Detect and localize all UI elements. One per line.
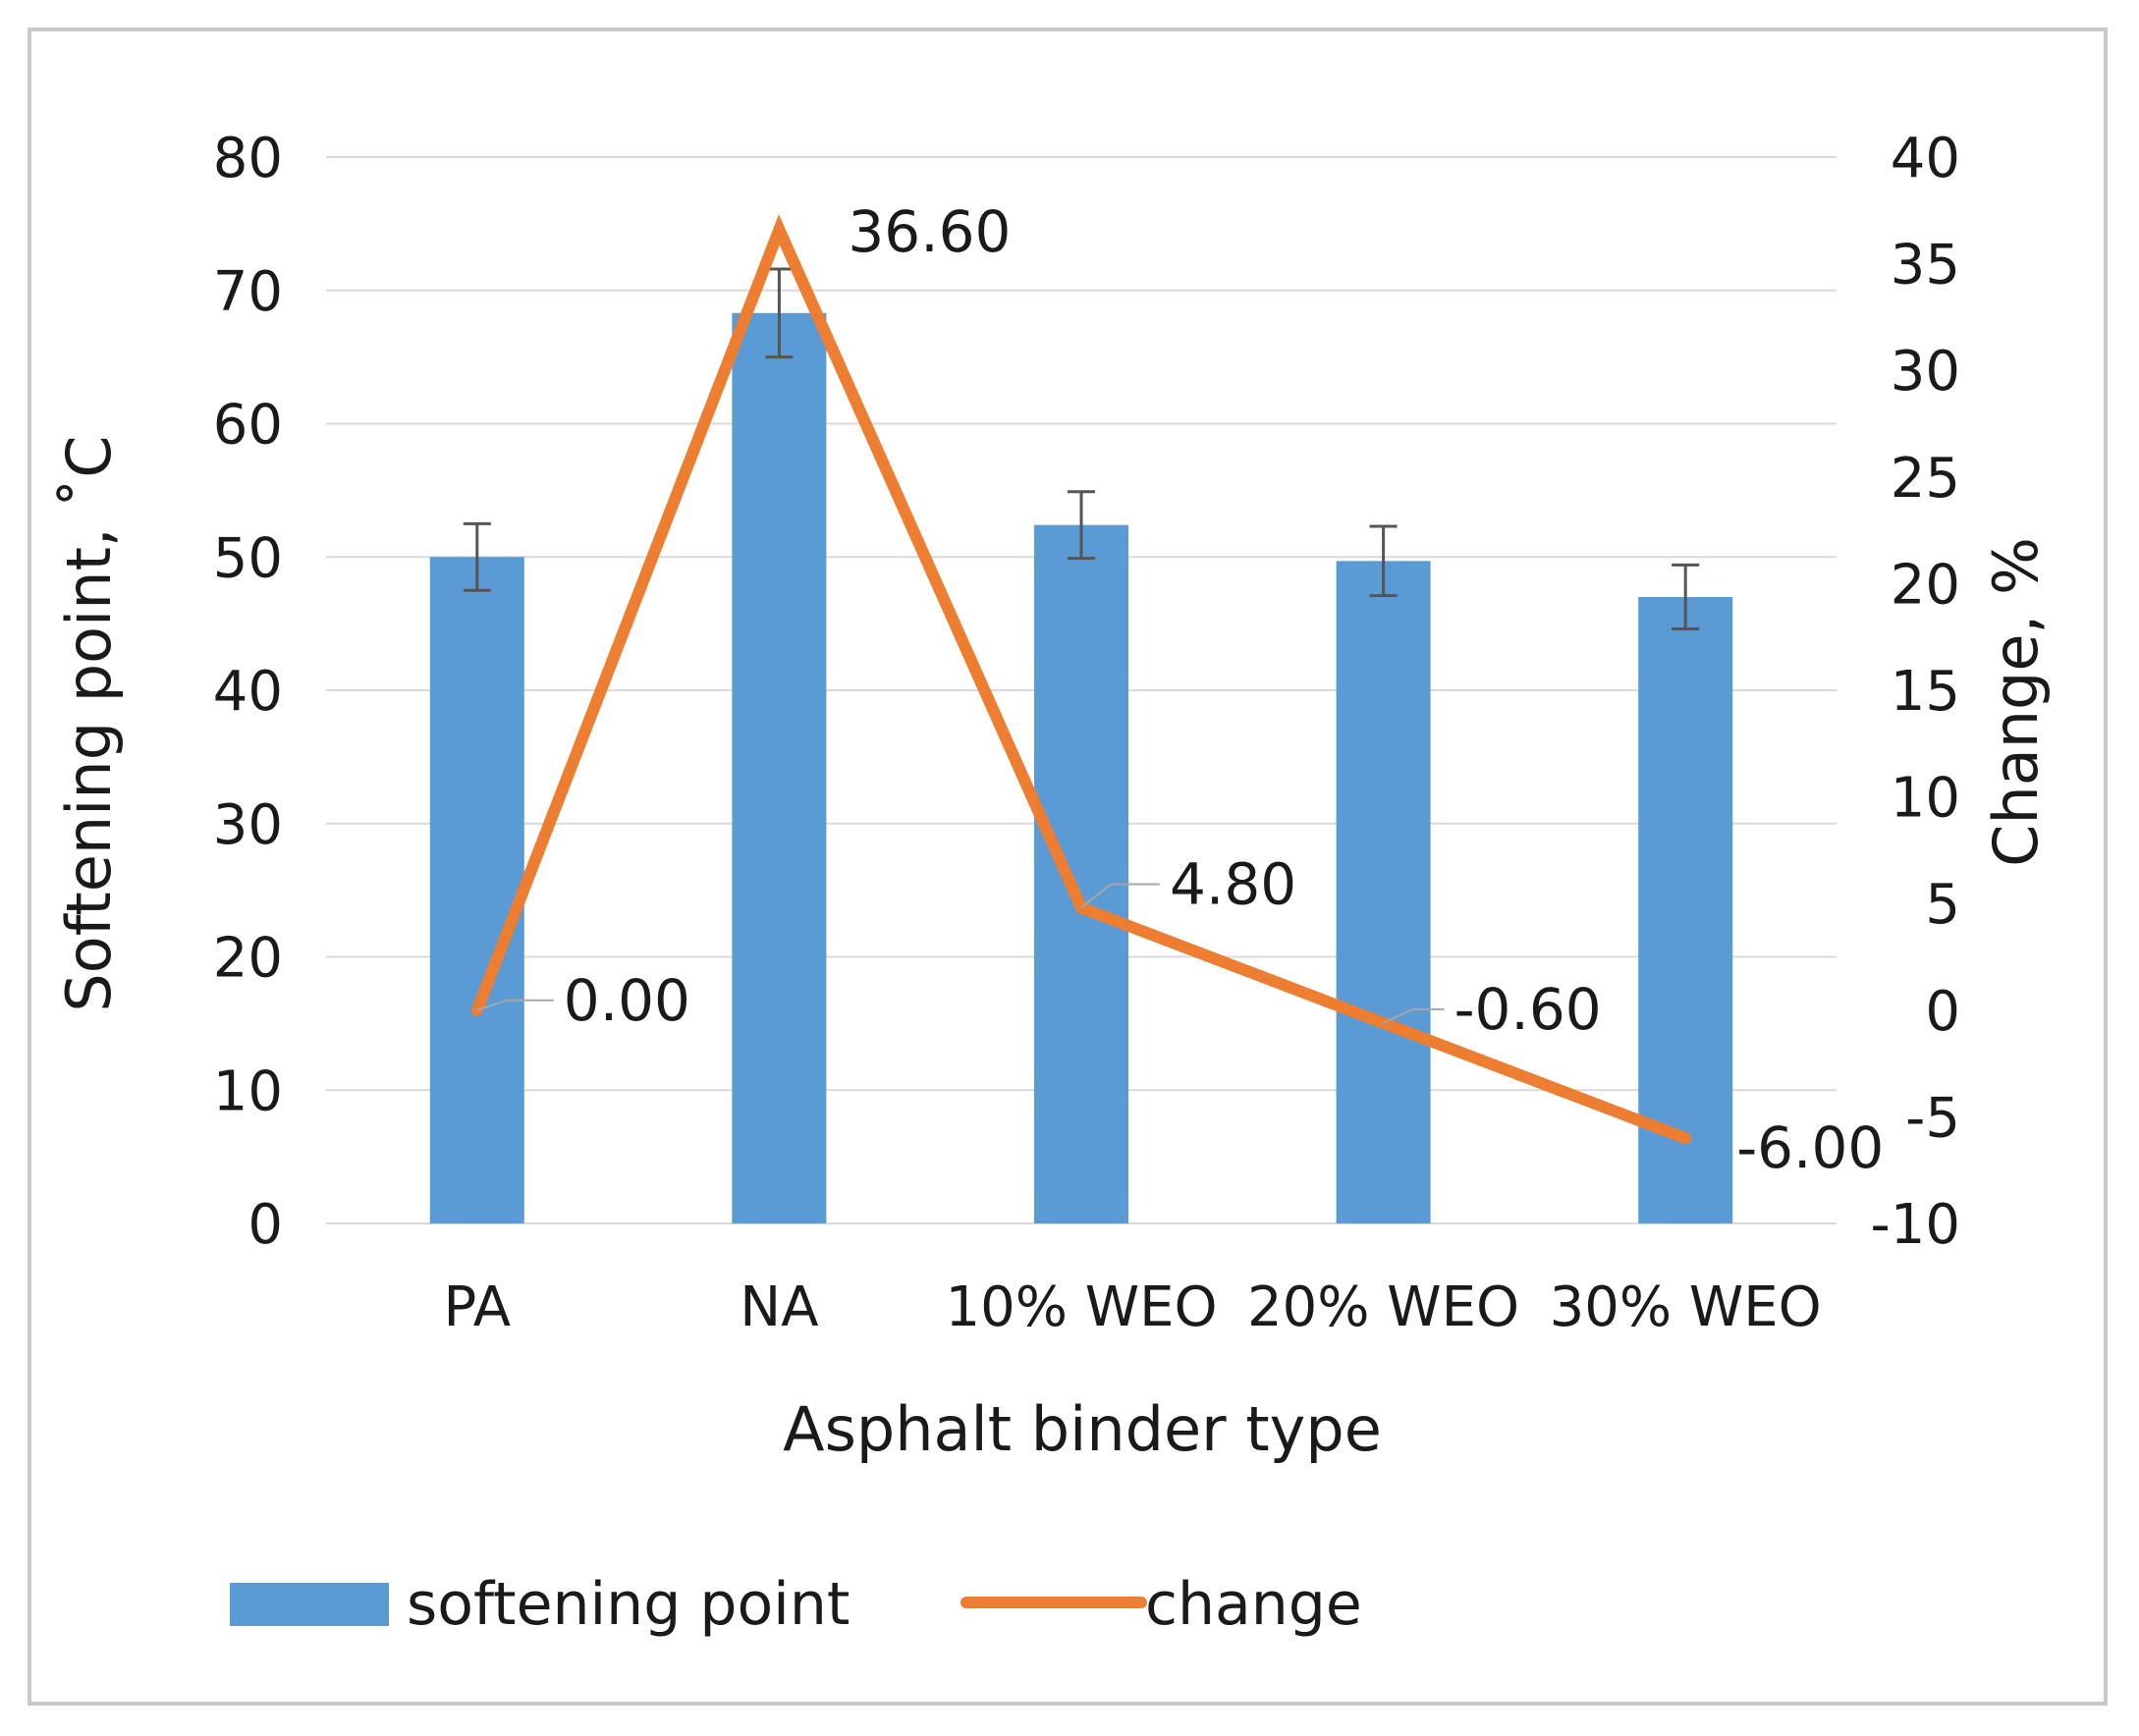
y-tick-50: 50 [213,526,283,590]
y2-tick-10: 10 [1891,767,1960,831]
y-tick-70: 70 [213,260,283,324]
leader-line-pa [476,999,554,1011]
data-label-30pct-weo: -6.00 [1736,1114,1884,1181]
y2-tick-25: 25 [1891,447,1960,511]
y-tick-20: 20 [213,927,283,991]
error-bar-30pct-weo [1672,563,1700,631]
x-tick-20pct-weo: 20% WEO [1247,1275,1519,1339]
data-label-10pct-weo: 4.80 [1170,851,1296,918]
y-axis-left-ticks: 0 10 20 30 40 50 60 70 80 [213,127,283,1257]
y2-tick-30: 30 [1891,340,1960,404]
y2-tick-0: 0 [1925,980,1960,1044]
leader-line-20pct-weo [1383,1007,1445,1024]
data-label-20pct-weo: -0.60 [1454,976,1602,1043]
y2-tick-5: -5 [1905,1086,1960,1150]
x-tick-30pct-weo: 30% WEO [1550,1275,1822,1339]
y2-tick-10: -10 [1871,1193,1960,1257]
y-axis-title: Softening point, ˚C [53,435,125,1011]
data-label-na: 36.60 [848,198,1011,265]
y-tick-30: 30 [213,793,283,857]
y-tick-60: 60 [213,394,283,458]
x-tick-pa: PA [444,1275,512,1339]
error-bar-10pct-weo [1068,490,1095,561]
y-tick-0: 0 [247,1193,283,1257]
legend-label-softening-point: softening point [407,1570,850,1639]
data-labels: 0.00 36.60 4.80 -0.60 -6.00 [476,198,1884,1181]
y2-tick-15: 15 [1891,660,1960,724]
legend-swatch-softening-point [230,1583,389,1626]
error-bar-pa [463,521,491,592]
y2-tick-20: 20 [1891,553,1960,617]
data-label-pa: 0.00 [564,967,690,1034]
y2-tick-40: 40 [1891,127,1960,190]
bar-30pct-weo [1638,596,1733,1223]
leader-line-10pct-weo [1080,883,1160,909]
x-tick-na: NA [740,1275,818,1339]
bar-pa [429,557,524,1223]
legend: softening point change [230,1570,1362,1639]
y2-tick-35: 35 [1891,234,1960,298]
bar-na [732,312,827,1223]
bar-20pct-weo [1336,561,1431,1223]
y-axis-right-ticks: -10 -5 0 5 10 15 20 25 30 35 40 [1871,127,1960,1257]
x-axis-ticks: PA NA 10% WEO 20% WEO 30% WEO [444,1275,1822,1339]
y-tick-80: 80 [213,127,283,190]
y-tick-40: 40 [213,660,283,724]
error-bars [463,267,1700,631]
y2-tick-5: 5 [1925,873,1960,937]
y-tick-10: 10 [213,1059,283,1123]
error-bar-20pct-weo [1369,524,1398,598]
chart-frame: 0.00 36.60 4.80 -0.60 -6.00 0 10 20 30 40 50 60 70 8… [27,27,2108,1706]
y2-axis-title: Change, % [1980,537,2052,867]
x-tick-10pct-weo: 10% WEO [945,1275,1217,1339]
x-axis-title: Asphalt binder type [783,1393,1382,1465]
bar-10pct-weo [1034,524,1128,1223]
bars [429,312,1733,1223]
legend-label-change: change [1145,1570,1362,1639]
